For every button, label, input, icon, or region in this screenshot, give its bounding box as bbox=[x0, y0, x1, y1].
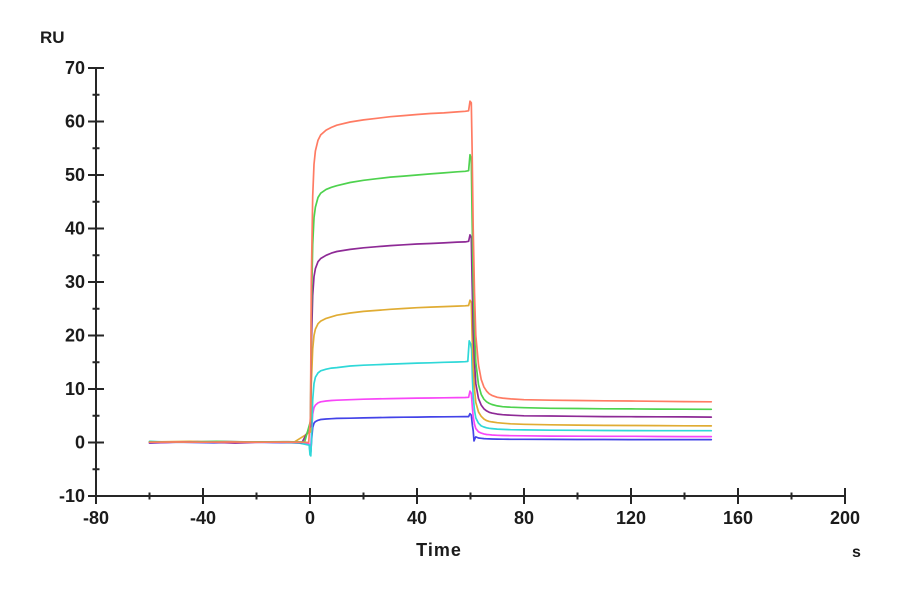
x-tick-label: 200 bbox=[830, 508, 860, 528]
series-curve-1-salmon bbox=[148, 100, 713, 444]
y-tick-label: 40 bbox=[65, 219, 85, 239]
x-tick-label: -80 bbox=[83, 508, 109, 528]
x-axis-unit-label: s bbox=[852, 544, 861, 561]
y-tick-label: -10 bbox=[59, 486, 85, 506]
x-axis-title: Time bbox=[416, 540, 462, 560]
y-tick-label: 70 bbox=[65, 58, 85, 78]
series-curve-2-green bbox=[148, 153, 713, 444]
y-tick-label: 0 bbox=[75, 433, 85, 453]
series-curve-5-cyan bbox=[148, 340, 713, 457]
series-curve-7-blue bbox=[148, 412, 713, 453]
x-tick-label: -40 bbox=[190, 508, 216, 528]
series-curve-4-gold bbox=[148, 299, 713, 444]
x-tick-label: 80 bbox=[514, 508, 534, 528]
y-tick-label: 50 bbox=[65, 165, 85, 185]
y-tick-label: 20 bbox=[65, 326, 85, 346]
x-tick-label: 40 bbox=[407, 508, 427, 528]
series-curve-3-purple bbox=[148, 234, 713, 444]
x-tick-label: 160 bbox=[723, 508, 753, 528]
x-tick-label: 0 bbox=[305, 508, 315, 528]
y-tick-label: 60 bbox=[65, 112, 85, 132]
y-axis-unit-label: RU bbox=[40, 28, 65, 47]
x-tick-label: 120 bbox=[616, 508, 646, 528]
y-tick-label: 30 bbox=[65, 272, 85, 292]
y-tick-label: 10 bbox=[65, 379, 85, 399]
